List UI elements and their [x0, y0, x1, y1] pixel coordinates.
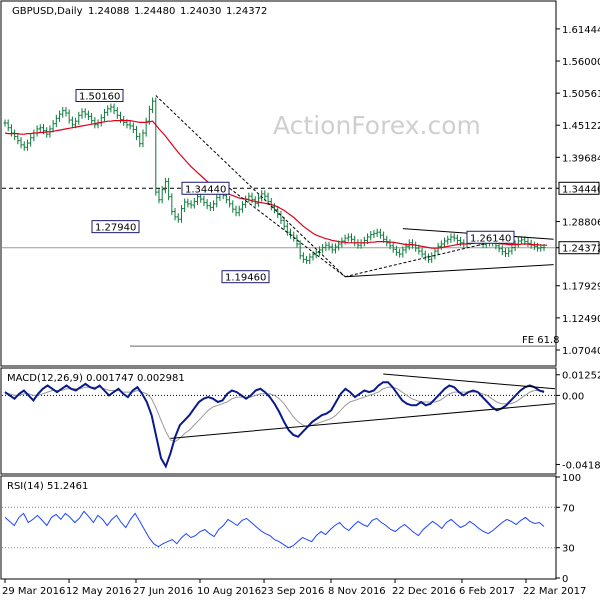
moving-average-line — [4, 119, 548, 249]
axes: 1.61444 1.56000 1.50561 1.45122 1.39684 1.344… — [2, 25, 600, 597]
y-tick-label: 1.56000 — [562, 57, 600, 68]
price-header: GBPUSD,Daily 1.24088 1.24480 1.24030 1.2… — [12, 6, 267, 17]
macd-plot — [2, 373, 556, 469]
annotation-box — [91, 220, 140, 234]
watermark: ActionForex.com — [273, 111, 481, 140]
y-tick-label: 1.24372 — [562, 244, 600, 255]
y-tick-box — [558, 241, 600, 255]
macd-line — [4, 381, 545, 469]
y-tick-label: 1.28806 — [562, 218, 600, 229]
annotation-box — [221, 270, 270, 284]
y-tick-label: 0.00 — [562, 391, 584, 402]
rsi-plot — [2, 506, 555, 549]
annotation-label: 1.26140 — [470, 233, 511, 244]
x-tick-label: 23 Sep 2016 — [261, 586, 324, 597]
ohlc-close: 1.24372 — [226, 6, 267, 17]
macd-title: MACD(12,26,9) 0.001747 0.002981 — [7, 373, 185, 384]
annotation-box — [75, 88, 124, 102]
x-tick-label: 22 Dec 2016 — [392, 586, 456, 597]
y-tick-label: 1.34440 — [562, 184, 600, 195]
price-plot: 1.50160 1.34440 1.27940 1.19460 1.26140 FE 61… — [2, 88, 560, 347]
x-tick-label: 8 Nov 2016 — [328, 586, 386, 597]
annotation-box — [466, 230, 515, 244]
macd-signal-line — [5, 386, 544, 443]
y-tick-box — [558, 181, 600, 195]
x-tick-label: 29 Mar 2016 — [2, 586, 65, 597]
price-panel — [0, 0, 557, 367]
x-tick-label: 10 Aug 2016 — [197, 586, 261, 597]
annotation-box — [181, 181, 230, 195]
y-tick-label: 1.12490 — [562, 314, 600, 325]
ohlc-open: 1.24088 — [88, 6, 129, 17]
x-tick-label: 6 Feb 2017 — [459, 586, 515, 597]
symbol-label: GBPUSD,Daily — [12, 6, 83, 17]
y-tick-label: 1.50561 — [562, 89, 600, 100]
x-tick-label: 12 May 2016 — [66, 586, 131, 597]
y-tick-label: 1.61444 — [562, 25, 600, 36]
annotation-label: 1.27940 — [95, 223, 136, 234]
y-tick-label: 1.17929 — [562, 282, 600, 293]
y-tick-label: 70 — [562, 503, 575, 514]
y-tick-label: -0.041823 — [562, 460, 600, 471]
y-tick-label: 100 — [562, 473, 581, 484]
x-tick-label: 22 Mar 2017 — [523, 586, 586, 597]
y-tick-label: 0 — [562, 574, 568, 585]
macd-support-line — [170, 403, 556, 439]
fib-label: FE 61.8 — [522, 335, 560, 346]
y-tick-label: 1.07040 — [562, 346, 600, 357]
y-tick-label: 1.45122 — [562, 121, 600, 132]
channel-lower-line — [345, 264, 554, 278]
rsi-panel — [0, 475, 557, 580]
decline-dashed-line — [155, 95, 346, 278]
annotation-label: 1.34440 — [185, 184, 226, 195]
annotation-label: 1.50160 — [79, 91, 120, 102]
y-tick-label: 30 — [562, 544, 575, 555]
x-tick-label: 27 Jun 2016 — [133, 586, 193, 597]
rsi-line — [4, 510, 545, 549]
annotation-label: 1.19460 — [225, 273, 266, 284]
macd-panel — [0, 367, 557, 475]
y-tick-label: 1.39684 — [562, 153, 600, 164]
ohlc-low: 1.24030 — [180, 6, 221, 17]
y-tick-label: 0.012522 — [562, 371, 600, 382]
ohlc-high: 1.24480 — [134, 6, 175, 17]
retrace-dashed-line — [229, 187, 346, 278]
rsi-title: RSI(14) 51.2461 — [7, 481, 88, 492]
lower-dashed-line — [344, 236, 513, 278]
macd-resistance-line — [383, 373, 556, 390]
